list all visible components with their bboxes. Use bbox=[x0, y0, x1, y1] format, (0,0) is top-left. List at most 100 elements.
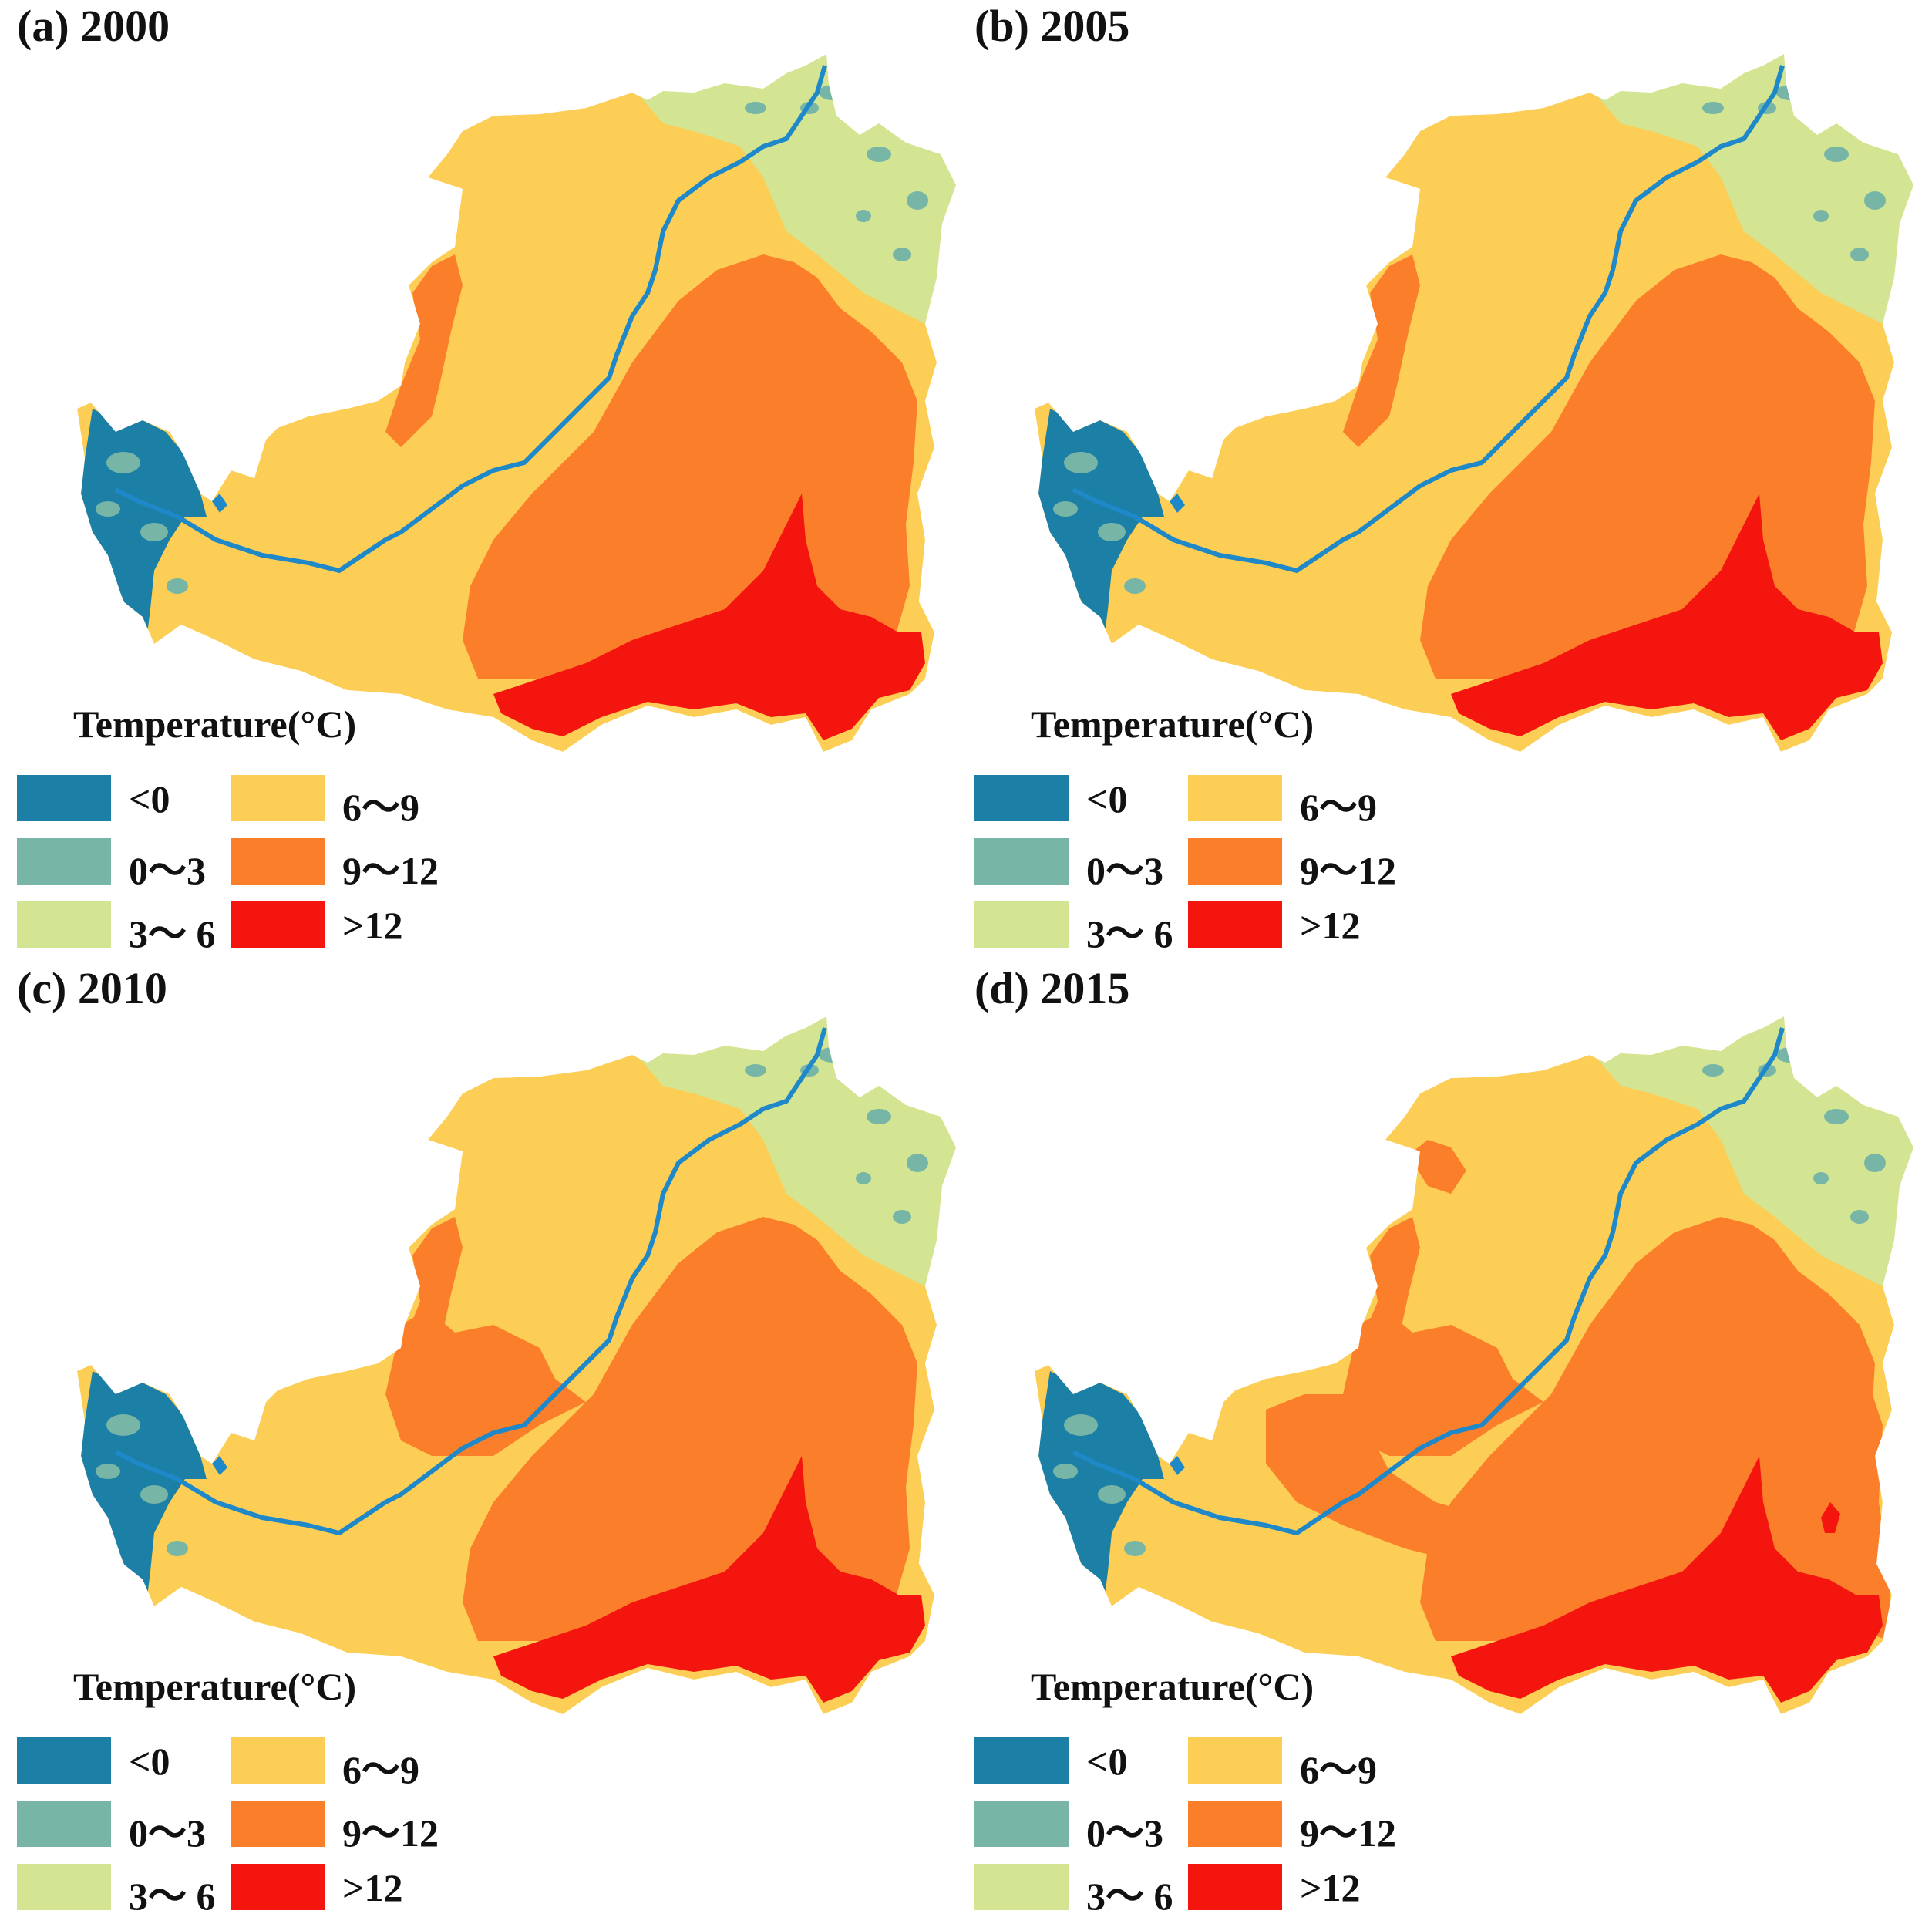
zone-9-12-west bbox=[385, 254, 463, 447]
zone-0-3-patch bbox=[1702, 102, 1724, 114]
legend: <0 0～3 3～ 6 6～9 9～12 >12 bbox=[974, 1737, 1530, 1922]
legend: <0 0～3 3～ 6 6～9 9～12 >12 bbox=[17, 1737, 572, 1922]
zone-0-3-patch bbox=[1098, 523, 1126, 541]
panel-d: (d) 2015 Temperature(°C) <0 0～3 3～ 6 6～9 9～12 >… bbox=[958, 962, 1913, 1922]
river-line bbox=[1072, 65, 1785, 573]
legend-swatch bbox=[1188, 1737, 1282, 1784]
zone-0-3-patch bbox=[1053, 1464, 1078, 1479]
panel-title: (c) 2010 bbox=[17, 963, 167, 1013]
zone-above-12-spot bbox=[1821, 1502, 1840, 1533]
legend-label: 0～3 bbox=[1086, 849, 1163, 892]
legend-swatch bbox=[974, 1737, 1069, 1784]
zone-0-3-patch bbox=[1124, 578, 1146, 594]
legend: <0 0～3 3～ 6 6～9 9～12 >12 bbox=[974, 775, 1530, 960]
zone-0-3-patch bbox=[1702, 1064, 1724, 1077]
legend-swatch bbox=[231, 838, 325, 885]
zone-0-3-patch bbox=[867, 147, 891, 162]
zone-0-3-patch bbox=[867, 1109, 891, 1124]
legend-swatch bbox=[231, 1864, 325, 1910]
zone-0-3-patch bbox=[1124, 1541, 1146, 1556]
legend-title: Temperature(°C) bbox=[73, 703, 357, 746]
zone-0-3-patch bbox=[1824, 147, 1849, 162]
legend-label: 6～9 bbox=[342, 1748, 419, 1791]
zone-0-3-patch bbox=[907, 191, 928, 210]
zone-0-3-patch bbox=[106, 452, 140, 473]
legend-label: 3～ 6 bbox=[129, 1875, 216, 1918]
zone-9-12-east bbox=[1752, 1363, 1890, 1641]
legend-label: >12 bbox=[1300, 1866, 1361, 1909]
legend-label: >12 bbox=[342, 1866, 403, 1909]
legend-label: 9～12 bbox=[1300, 1811, 1396, 1855]
zone-0-3-patch bbox=[819, 1047, 847, 1063]
zone-0-3-patch bbox=[106, 1414, 140, 1436]
zone-9-12-expanded bbox=[385, 1309, 586, 1456]
legend-title: Temperature(°C) bbox=[73, 1665, 357, 1708]
legend-label: 6～9 bbox=[1300, 786, 1377, 829]
panel-title: (b) 2005 bbox=[974, 1, 1130, 51]
legend-label: 6～9 bbox=[342, 786, 419, 829]
legend-label: 0～3 bbox=[129, 849, 206, 892]
legend-swatch bbox=[974, 1801, 1069, 1847]
legend-swatch bbox=[1188, 1864, 1282, 1910]
zone-above-12 bbox=[1451, 494, 1883, 740]
legend-title: Temperature(°C) bbox=[1031, 1665, 1314, 1708]
lake bbox=[1170, 494, 1185, 513]
zone-0-3-patch bbox=[907, 1154, 928, 1172]
legend-label: 3～ 6 bbox=[129, 912, 216, 955]
legend-swatch bbox=[974, 1864, 1069, 1910]
zone-0-3-patch bbox=[167, 578, 188, 594]
river-line bbox=[114, 65, 827, 573]
zone-0-3-patch bbox=[893, 1210, 911, 1224]
zone-0-3-patch bbox=[856, 210, 871, 222]
legend-label: 9～12 bbox=[342, 849, 439, 892]
legend-swatch bbox=[1188, 1801, 1282, 1847]
legend-label: >12 bbox=[1300, 904, 1361, 947]
legend-swatch bbox=[231, 775, 325, 821]
zone-0-3-patch bbox=[856, 1172, 871, 1184]
zone-0-3-patch bbox=[1850, 248, 1869, 261]
zone-0-3-patch bbox=[745, 1064, 766, 1077]
zone-0-3-patch bbox=[819, 85, 847, 100]
legend-label: <0 bbox=[129, 777, 170, 820]
legend-label: >12 bbox=[342, 904, 403, 947]
legend-swatch bbox=[1188, 838, 1282, 885]
zone-3-6-north bbox=[1597, 54, 1913, 324]
legend: <0 0～3 3～ 6 6～9 9～12 >12 bbox=[17, 775, 572, 960]
legend-label: <0 bbox=[1086, 777, 1128, 820]
legend-swatch bbox=[17, 838, 111, 885]
lake bbox=[212, 1456, 227, 1475]
legend-swatch bbox=[974, 775, 1069, 821]
panel-title: (d) 2015 bbox=[974, 963, 1130, 1013]
lake bbox=[212, 494, 227, 513]
zone-0-3-patch bbox=[745, 102, 766, 114]
legend-label: 0～3 bbox=[129, 1811, 206, 1855]
zone-9-12-west-south bbox=[1266, 1394, 1513, 1564]
zone-3-6-north bbox=[1597, 1016, 1913, 1286]
legend-label: <0 bbox=[129, 1740, 170, 1783]
legend-label: 3～ 6 bbox=[1086, 1875, 1173, 1918]
zone-9-12-west bbox=[1343, 254, 1420, 447]
zone-0-3-patch bbox=[96, 1464, 120, 1479]
legend-swatch bbox=[1188, 775, 1282, 821]
legend-swatch bbox=[974, 838, 1069, 885]
zone-0-3-patch bbox=[1064, 452, 1098, 473]
legend-label: 6～9 bbox=[1300, 1748, 1377, 1791]
zone-0-3-patch bbox=[1850, 1210, 1869, 1224]
legend-label: 3～ 6 bbox=[1086, 912, 1173, 955]
legend-swatch bbox=[17, 1864, 111, 1910]
temperature-map bbox=[1035, 1016, 1913, 1714]
zone-0-3-patch bbox=[1813, 210, 1829, 222]
zone-0-3-patch bbox=[167, 1541, 188, 1556]
zone-0-3-patch bbox=[1813, 1172, 1829, 1184]
zone-0-3-patch bbox=[1776, 85, 1804, 100]
zone-above-12 bbox=[493, 1456, 925, 1703]
legend-label: 9～12 bbox=[342, 1811, 439, 1855]
river-line bbox=[114, 1027, 827, 1535]
zone-3-6-north bbox=[640, 1016, 956, 1286]
temperature-map bbox=[1035, 54, 1913, 752]
zone-3-6-north bbox=[640, 54, 956, 324]
lake bbox=[1170, 1456, 1185, 1475]
legend-swatch bbox=[231, 1801, 325, 1847]
zone-0-3-patch bbox=[1824, 1109, 1849, 1124]
panel-b: (b) 2005 Temperature(°C) <0 0～3 3～ 6 6～9 9～12 >… bbox=[958, 0, 1913, 960]
